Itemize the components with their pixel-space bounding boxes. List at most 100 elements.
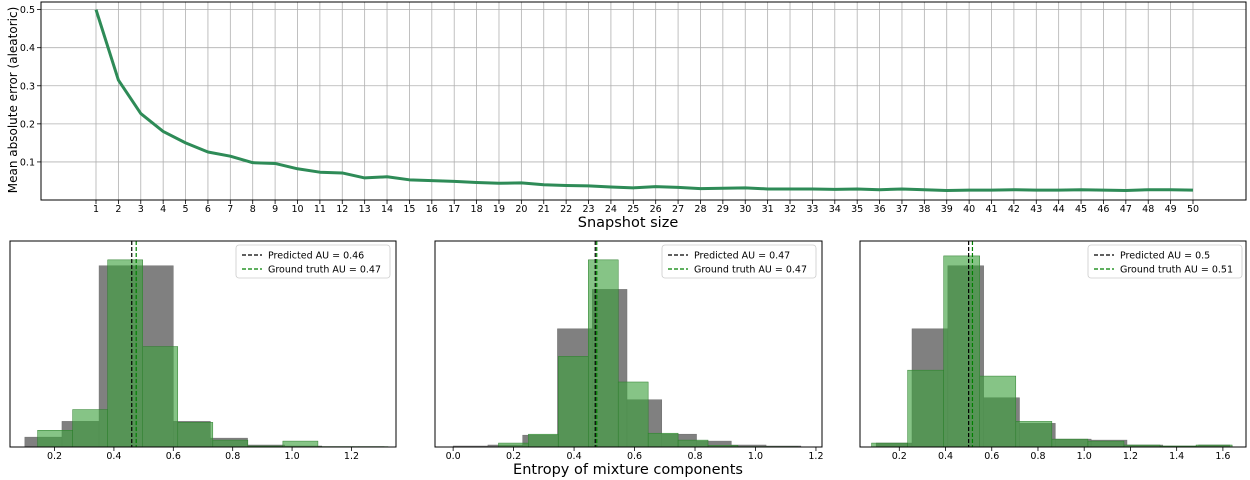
x-tick-label: 35 bbox=[851, 204, 863, 215]
histogram-panel-3: 0.2 0.4 0.6 0.8 1.0 1.2 1.4 1.6 Predicted AU = 0… bbox=[859, 240, 1247, 462]
x-tick-label: 43 bbox=[1030, 204, 1042, 215]
x-tick-label: 5 bbox=[183, 204, 189, 215]
x-tick-label: 48 bbox=[1142, 204, 1154, 215]
x-tick-label: 0.4 bbox=[106, 451, 121, 462]
x-tick-label: 42 bbox=[1008, 204, 1020, 215]
ground-truth-hist-bar bbox=[1087, 440, 1125, 448]
x-tick-label: 45 bbox=[1075, 204, 1087, 215]
x-tick-label: 1.0 bbox=[748, 451, 763, 462]
x-tick-label: 39 bbox=[941, 204, 953, 215]
ground-truth-hist-bar bbox=[498, 442, 529, 448]
x-tick-label: 47 bbox=[1120, 204, 1132, 215]
x-tick-label: 1.2 bbox=[344, 451, 359, 462]
x-tick-label: 18 bbox=[471, 204, 483, 215]
y-tick-label: 0.3 bbox=[20, 81, 35, 92]
x-tick-label: 0.2 bbox=[47, 451, 62, 462]
x-tick-label: 0.4 bbox=[567, 451, 582, 462]
x-tick-label: 34 bbox=[829, 204, 841, 215]
x-tick-label: 29 bbox=[717, 204, 729, 215]
x-tick-label: 28 bbox=[694, 204, 706, 215]
ground-truth-hist-bar bbox=[177, 422, 214, 448]
x-tick-label: 3 bbox=[138, 204, 144, 215]
legend-ground-truth-label: Ground truth AU = 0.47 bbox=[694, 265, 807, 276]
x-tick-label: 50 bbox=[1187, 204, 1199, 215]
legend-box bbox=[235, 244, 391, 279]
x-tick-label: 21 bbox=[538, 204, 550, 215]
x-tick-label: 0.2 bbox=[892, 451, 907, 462]
y-tick-label: 0.2 bbox=[20, 119, 35, 130]
y-tick-label: 0.5 bbox=[20, 5, 35, 16]
x-tick-label: 46 bbox=[1097, 204, 1109, 215]
ground-truth-hist-bar bbox=[677, 439, 709, 448]
x-tick-label: 1.0 bbox=[285, 451, 300, 462]
legend-predicted-label: Predicted AU = 0.47 bbox=[694, 251, 790, 262]
legend-ground-truth-label: Ground truth AU = 0.47 bbox=[268, 265, 381, 276]
x-tick-label: 19 bbox=[493, 204, 505, 215]
x-tick-label: 0.6 bbox=[984, 451, 999, 462]
x-tick-label: 6 bbox=[205, 204, 211, 215]
x-tick-label: 36 bbox=[874, 204, 886, 215]
ground-truth-hist-bar bbox=[37, 430, 73, 448]
mae-series-line bbox=[94, 9, 1194, 192]
x-tick-label: 1.2 bbox=[808, 451, 823, 462]
x-tick-label: 1.4 bbox=[1169, 451, 1184, 462]
ground-truth-hist-bar bbox=[871, 442, 908, 448]
x-tick-label: 20 bbox=[515, 204, 527, 215]
legend-ground-truth-label: Ground truth AU = 0.51 bbox=[1120, 265, 1233, 276]
ground-truth-hist-bar bbox=[528, 433, 559, 448]
x-tick-label: 1.6 bbox=[1215, 451, 1230, 462]
ground-truth-hist-bar bbox=[588, 259, 619, 448]
x-tick-label: 41 bbox=[985, 204, 997, 215]
x-tick-label: 1.0 bbox=[1077, 451, 1092, 462]
x-tick-label: 9 bbox=[272, 204, 278, 215]
ground-truth-hist-bar bbox=[107, 259, 143, 448]
x-tick-label: 24 bbox=[605, 204, 617, 215]
x-tick-label: 30 bbox=[739, 204, 751, 215]
x-tick-label: 8 bbox=[250, 204, 256, 215]
x-tick-label: 0.8 bbox=[1030, 451, 1045, 462]
x-tick-label: 4 bbox=[160, 204, 166, 215]
legend-box bbox=[1087, 244, 1243, 279]
histogram-panel-1: 0.2 0.4 0.6 0.8 1.0 1.2 Predicted AU = 0.46 Gro… bbox=[9, 240, 397, 462]
ground-truth-hist-bar bbox=[142, 346, 179, 448]
ground-truth-hist-bar bbox=[212, 439, 249, 448]
x-tick-label: 1.2 bbox=[1123, 451, 1138, 462]
x-tick-label: 7 bbox=[227, 204, 233, 215]
x-tick-label: 25 bbox=[627, 204, 639, 215]
ground-truth-hist-bar bbox=[558, 356, 589, 448]
ground-truth-hist-bar bbox=[1051, 438, 1089, 448]
x-tick-label: 16 bbox=[426, 204, 438, 215]
x-tick-label: 17 bbox=[448, 204, 460, 215]
x-tick-label: 44 bbox=[1053, 204, 1065, 215]
y-axis-label: Mean absolute error (aleatoric) bbox=[6, 7, 20, 193]
x-tick-label: 1 bbox=[93, 204, 99, 215]
ground-truth-hist-bar bbox=[647, 432, 679, 448]
x-tick-label: 26 bbox=[650, 204, 662, 215]
x-tick-label: 0.8 bbox=[687, 451, 702, 462]
x-tick-label: 33 bbox=[806, 204, 818, 215]
histogram-panel-2: 0.0 0.2 0.4 0.6 0.8 1.0 1.2 Predicted AU = 0.47… bbox=[434, 240, 824, 462]
x-tick-label: 38 bbox=[918, 204, 930, 215]
x-tick-label: 15 bbox=[403, 204, 415, 215]
x-tick-label: 40 bbox=[963, 204, 975, 215]
x-tick-label: 31 bbox=[762, 204, 774, 215]
x-tick-label: 11 bbox=[314, 204, 326, 215]
x-tick-label: 32 bbox=[784, 204, 796, 215]
x-tick-label: 27 bbox=[672, 204, 684, 215]
bottom-x-axis-label: Entropy of mixture components bbox=[513, 462, 743, 478]
plot-frame bbox=[40, 1, 1247, 201]
x-tick-label: 14 bbox=[381, 204, 393, 215]
x-tick-label: 0.6 bbox=[166, 451, 181, 462]
ground-truth-hist-bar bbox=[1015, 421, 1053, 448]
x-tick-label: 0.6 bbox=[627, 451, 642, 462]
ground-truth-hist-bar bbox=[907, 369, 944, 448]
x-tick-label: 0.2 bbox=[506, 451, 521, 462]
x-tick-label: 0.4 bbox=[938, 451, 953, 462]
panel-frame bbox=[9, 240, 397, 448]
x-tick-label: 37 bbox=[896, 204, 908, 215]
x-tick-label: 22 bbox=[560, 204, 572, 215]
line-plot: 0.10.20.30.40.51 2 3 4 5 6 7 8 9 10 11 12 13 14 15 16 17… bbox=[20, 1, 1247, 215]
x-tick-label: 2 bbox=[115, 204, 121, 215]
legend-box bbox=[661, 244, 817, 279]
